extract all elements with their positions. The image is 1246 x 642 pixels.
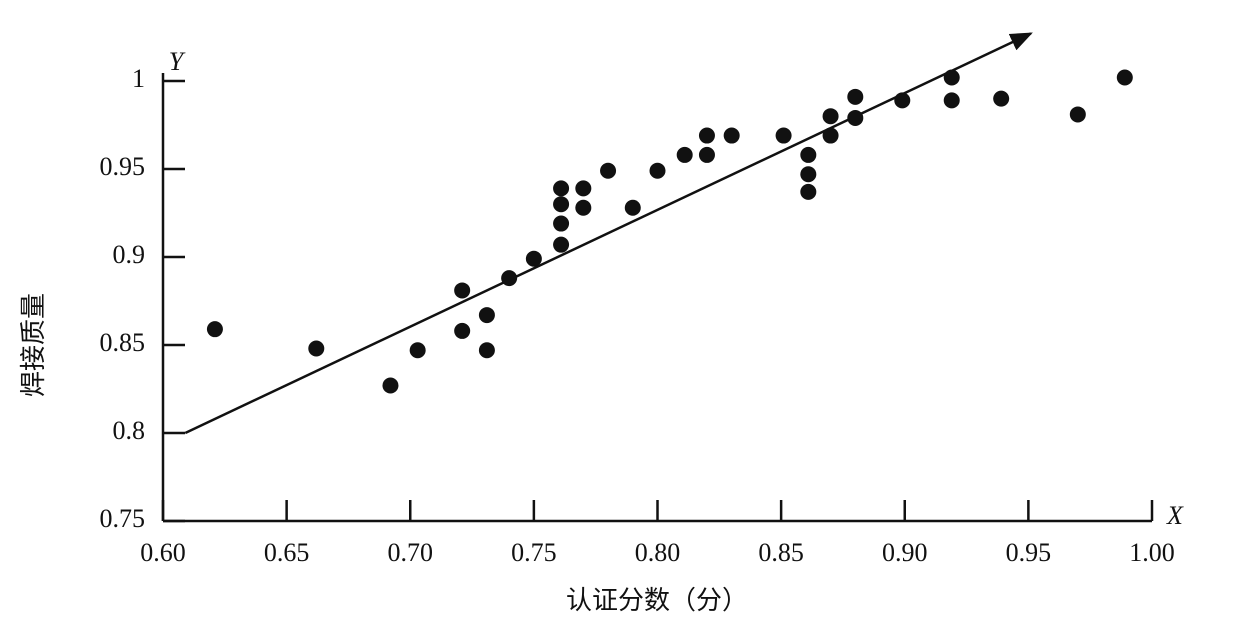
point — [676, 146, 693, 163]
y-axis-label: 焊接质量 — [19, 293, 48, 397]
x-axis-name: X — [1166, 501, 1184, 530]
x-tick-label: 0.60 — [140, 538, 186, 567]
point — [943, 92, 960, 109]
y-tick-label: 0.8 — [113, 416, 146, 445]
point — [575, 180, 592, 197]
x-axis-label: 认证分数（分） — [566, 586, 748, 615]
point — [800, 146, 817, 163]
point — [454, 282, 471, 299]
point — [847, 88, 864, 105]
point — [822, 108, 839, 125]
point — [382, 377, 399, 394]
point — [478, 307, 495, 324]
point — [553, 215, 570, 232]
point — [624, 199, 641, 216]
point — [649, 162, 666, 179]
point — [553, 180, 570, 197]
point — [501, 270, 518, 287]
point — [1069, 106, 1086, 123]
y-tick-label: 0.9 — [113, 240, 146, 269]
x-tick-label: 0.90 — [882, 538, 928, 567]
point — [698, 127, 715, 144]
y-tick-label: 0.85 — [100, 328, 146, 357]
point — [478, 342, 495, 359]
point — [847, 109, 864, 126]
point — [993, 90, 1010, 107]
point — [800, 166, 817, 183]
point — [1116, 69, 1133, 86]
x-tick-label: 0.80 — [635, 538, 681, 567]
point — [775, 127, 792, 144]
y-tick-label: 1 — [132, 64, 145, 93]
x-tick-label: 1.00 — [1129, 538, 1175, 567]
point — [943, 69, 960, 86]
point — [308, 340, 325, 357]
point — [409, 342, 426, 359]
y-tick-label: 0.75 — [100, 504, 146, 533]
y-axis-name: Y — [169, 47, 186, 76]
point — [600, 162, 617, 179]
point — [800, 183, 817, 200]
x-tick-label: 0.65 — [264, 538, 310, 567]
point — [206, 321, 223, 338]
trend-line — [184, 32, 1033, 435]
point — [454, 322, 471, 339]
point — [822, 127, 839, 144]
point — [553, 196, 570, 213]
point — [894, 92, 911, 109]
x-tick-label: 0.95 — [1006, 538, 1052, 567]
y-tick-label: 0.95 — [100, 152, 146, 181]
point — [698, 146, 715, 163]
point — [525, 250, 542, 267]
point — [575, 199, 592, 216]
x-tick-label: 0.70 — [388, 538, 434, 567]
point — [723, 127, 740, 144]
point — [553, 236, 570, 253]
x-tick-label: 0.75 — [511, 538, 557, 567]
x-tick-label: 0.85 — [758, 538, 804, 567]
